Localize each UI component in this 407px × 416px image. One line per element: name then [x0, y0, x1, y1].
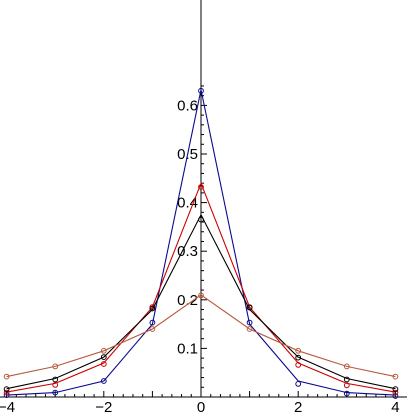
- series-3-point: [52, 376, 59, 383]
- series-3-point: [3, 386, 10, 393]
- series-1-line: [6, 89, 396, 396]
- series-4: [3, 292, 399, 380]
- series-1-point: [52, 389, 59, 396]
- x-tick-label: −4: [0, 399, 15, 416]
- series-4-point: [52, 363, 59, 370]
- series-1-point: [343, 390, 350, 397]
- series-2-point: [392, 389, 399, 396]
- series-1-point: [246, 319, 253, 326]
- series-1-point: [295, 381, 302, 387]
- series-3: [3, 213, 399, 393]
- y-tick-label: 0.3: [177, 243, 198, 260]
- series-4-point: [3, 373, 10, 380]
- series-4-point: [246, 326, 253, 332]
- series-1: [3, 87, 399, 399]
- y-tick-label: 0.1: [177, 340, 198, 357]
- series-2-point: [198, 184, 204, 190]
- series-2-line: [6, 181, 396, 393]
- series-4-line: [6, 294, 396, 378]
- series-3-point: [198, 216, 204, 223]
- series-1-point: [100, 378, 107, 384]
- series-4-point: [100, 347, 107, 354]
- series-4-point: [149, 326, 156, 332]
- series-3-point: [343, 376, 350, 383]
- series-1-point: [149, 319, 156, 326]
- series-2-point: [295, 362, 302, 368]
- series-2-point: [100, 361, 107, 367]
- series-3-point: [295, 354, 302, 361]
- series-4-point: [198, 292, 204, 299]
- x-tick-label: 0: [197, 399, 205, 416]
- x-tick-label: 2: [294, 399, 302, 416]
- x-tick-label: −2: [95, 399, 112, 416]
- y-tick-label: 0.4: [177, 195, 198, 212]
- series-3-point: [392, 386, 399, 393]
- plot-area: [3, 87, 399, 399]
- series-2-point: [343, 382, 350, 389]
- series-2-point: [3, 389, 10, 396]
- series-4-point: [295, 347, 302, 354]
- series-3-point: [246, 304, 253, 311]
- series-4-point: [392, 373, 399, 380]
- series-1-point: [392, 393, 399, 399]
- series-1-point: [198, 87, 204, 94]
- x-tick-label: 4: [391, 399, 399, 416]
- series-1-point: [3, 392, 10, 399]
- series-4-point: [343, 363, 350, 370]
- series-2-point: [52, 382, 59, 388]
- series-3-line: [6, 213, 396, 390]
- series-3-point: [100, 354, 107, 361]
- y-tick-label: 0.2: [177, 292, 198, 309]
- y-tick-label: 0.6: [177, 97, 198, 114]
- series-3-point: [149, 305, 156, 312]
